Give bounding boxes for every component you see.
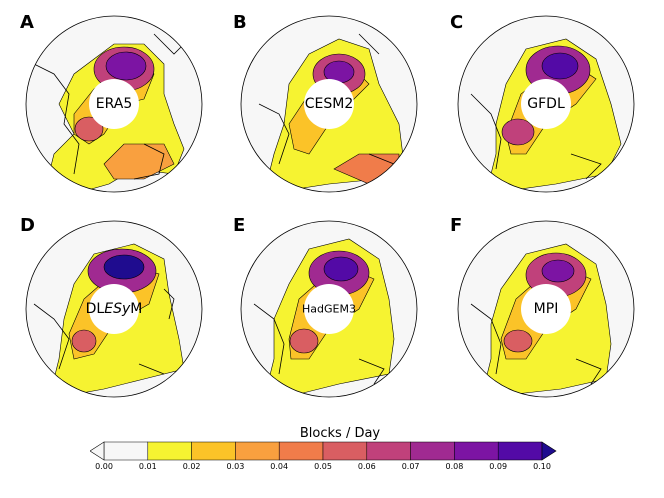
colorbar-tick-label: 0.08 <box>445 462 464 471</box>
colorbar-title: Blocks / Day <box>299 426 381 441</box>
colorbar-segment <box>103 441 149 461</box>
coastline <box>253 303 385 385</box>
model-label: MPI <box>533 301 559 317</box>
panel-f: F MPI <box>446 209 636 399</box>
panel-c: C GFDL <box>446 4 636 194</box>
model-label-part: DL <box>85 301 105 317</box>
polar-map-e <box>240 220 418 398</box>
colorbar-segment <box>147 441 192 461</box>
panel-letter: E <box>233 215 246 236</box>
model-label: HadGEM3 <box>302 302 356 316</box>
colorbar-segment <box>278 441 324 461</box>
colorbar-tick-label: 0.06 <box>357 462 376 471</box>
model-label: CESM2 <box>304 96 354 112</box>
colorbar-tick-label: 0.10 <box>533 462 551 471</box>
colorbar-segment <box>410 441 455 461</box>
colorbar-tick-label: 0.03 <box>226 462 245 471</box>
block-region <box>103 143 175 180</box>
model-label-part: M <box>130 301 143 317</box>
block-max <box>501 118 535 146</box>
colorbar-tick-label: 0.02 <box>182 462 201 471</box>
block-max <box>103 254 145 280</box>
colorbar-segment <box>454 441 499 461</box>
panel-b: B CESM2 <box>229 4 419 194</box>
model-label-part: ESy <box>104 301 131 317</box>
colorbar-segment <box>366 441 411 461</box>
colorbar-tick-label: 0.04 <box>270 462 289 471</box>
panel-e: E HadGEM3 <box>229 209 419 399</box>
polar-map-d <box>25 220 203 398</box>
colorbar-segment <box>322 441 368 461</box>
colorbar-segment <box>235 441 280 461</box>
model-label: DLESyM <box>86 301 143 317</box>
block-max <box>323 256 359 282</box>
block-max <box>74 116 104 142</box>
panel-letter: A <box>20 12 34 33</box>
colorbar <box>90 441 557 461</box>
colorbar-tick-label: 0.05 <box>314 462 332 471</box>
panel-letter: F <box>450 215 463 236</box>
model-label: ERA5 <box>95 96 133 112</box>
panel-letter: C <box>450 12 464 33</box>
panel-letter: D <box>20 215 35 236</box>
colorbar-tick-label: 0.01 <box>138 462 157 471</box>
block-max <box>541 259 575 283</box>
coastline <box>33 33 185 180</box>
polar-map-f <box>457 220 635 398</box>
colorbar-tick-label: 0.07 <box>401 462 420 471</box>
model-label: GFDL <box>527 96 565 112</box>
coastline <box>470 303 602 385</box>
block-max <box>71 329 97 353</box>
colorbar-tick-label: 0.00 <box>95 462 113 471</box>
panel-d: D DLESyM <box>14 209 204 399</box>
colorbar-segment <box>191 441 236 461</box>
block-max <box>289 328 319 354</box>
polar-map-b <box>240 15 418 193</box>
polar-map-c <box>457 15 635 193</box>
polar-map-a <box>25 15 203 193</box>
block-max <box>503 329 533 353</box>
colorbar-extend-left <box>90 441 105 461</box>
colorbar-extend-right <box>541 441 557 461</box>
colorbar-segment <box>497 441 543 461</box>
coastline <box>33 288 175 375</box>
panel-a: A ERA5 <box>14 4 204 194</box>
coastline <box>470 93 602 180</box>
panel-letter: B <box>233 12 247 33</box>
block-max <box>541 52 579 80</box>
colorbar-tick-label: 0.09 <box>489 462 508 471</box>
block-max <box>105 51 147 81</box>
